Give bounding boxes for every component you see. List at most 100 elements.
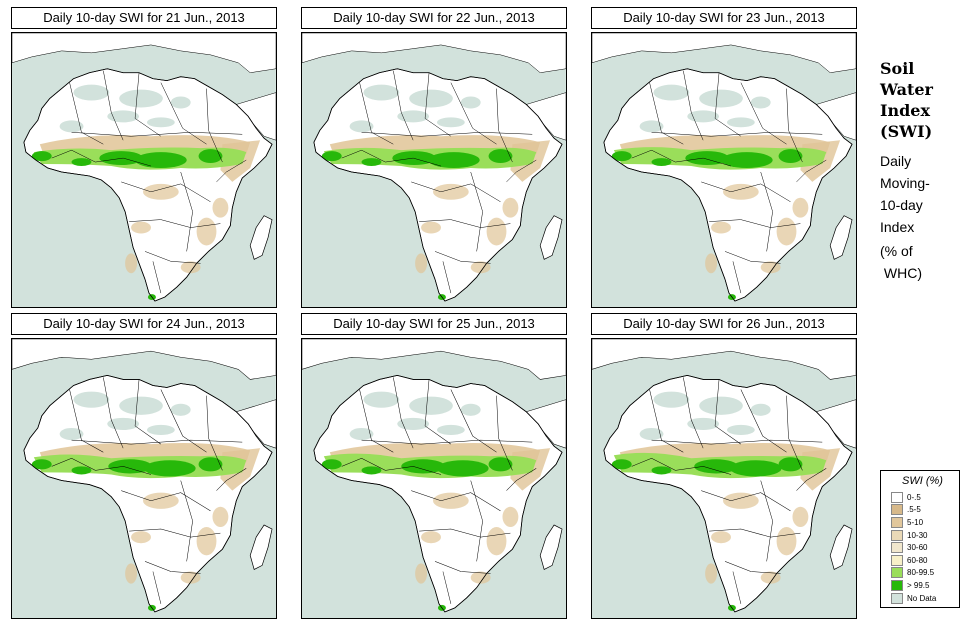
country-border: [103, 70, 124, 141]
madagascar-landmass: [829, 215, 853, 260]
nodata-patch: [436, 424, 465, 436]
country-border: [649, 389, 684, 453]
nodata-patch: [639, 120, 664, 133]
legend-item: 10-30: [891, 529, 954, 542]
legend-swatch: [891, 516, 903, 528]
wet-area: [778, 149, 803, 164]
coastline: [313, 374, 563, 613]
country-border: [701, 181, 791, 202]
legend-swatch: [891, 504, 903, 516]
wet-area: [31, 459, 52, 470]
country-border: [180, 480, 193, 562]
coastline: [23, 374, 273, 613]
country-border: [160, 389, 207, 453]
dry-patch: [196, 217, 217, 246]
country-border: [649, 82, 684, 145]
legend-label: > 99.5: [907, 580, 930, 590]
country-border: [359, 389, 394, 453]
country-border: [796, 159, 827, 183]
wet-area: [31, 151, 52, 162]
panel-title: Daily 10-day SWI for 25 Jun., 2013: [301, 313, 567, 335]
legend-item: 60-80: [891, 554, 954, 567]
nodata-patch: [73, 391, 110, 408]
wet-area: [651, 466, 672, 475]
nodata-patch: [409, 89, 453, 108]
dry-patch: [143, 492, 179, 509]
nodata-patch: [363, 84, 400, 101]
dry-patch: [125, 563, 138, 584]
nodata-patch: [687, 417, 720, 430]
country-border: [724, 561, 781, 574]
country-border: [69, 82, 104, 145]
dry-patch: [792, 197, 809, 218]
swi-map: [301, 32, 567, 308]
country-border: [144, 251, 201, 264]
wet-area: [99, 151, 144, 166]
legend-swatch: [891, 592, 903, 604]
country-border: [651, 132, 823, 137]
europe-landmass: [592, 339, 856, 380]
wet-area: [428, 152, 480, 169]
swi-legend: SWI (%) 0-.5 .5-5 5-10 10-30 30-60 60-80…: [880, 470, 960, 608]
nodata-patch: [363, 391, 400, 408]
country-border: [442, 261, 452, 294]
wet-area: [361, 158, 382, 167]
index-title-line: Water: [880, 80, 933, 99]
country-border: [51, 458, 152, 475]
country-border: [129, 528, 221, 538]
country-border: [450, 82, 497, 145]
legend-label: 80-99.5: [907, 568, 935, 578]
legend-item: 80-99.5: [891, 567, 954, 580]
country-border: [216, 159, 247, 183]
country-border: [683, 70, 704, 141]
country-border: [740, 82, 787, 145]
nodata-patch: [409, 396, 453, 415]
wet-area: [108, 459, 152, 474]
wet-area: [778, 457, 803, 472]
nodata-patch: [460, 96, 481, 109]
legend-swatch: [891, 554, 903, 566]
country-border: [419, 528, 511, 538]
index-title-line: Index: [880, 101, 931, 120]
map-canvas: [302, 339, 566, 618]
europe-landmass: [592, 33, 856, 73]
country-border: [683, 377, 704, 449]
madagascar-landmass: [249, 215, 273, 260]
index-description: Daily Moving- 10-day Index: [880, 150, 964, 238]
dry-patch: [711, 531, 731, 544]
dry-patch: [502, 197, 519, 218]
dry-patch: [196, 527, 217, 556]
nodata-patch: [170, 96, 191, 109]
country-border: [134, 379, 162, 445]
country-border: [144, 561, 201, 574]
legend-label: 30-60: [907, 543, 928, 553]
legend-swatch: [891, 579, 903, 591]
dry-patch: [792, 506, 809, 528]
swi-map: [301, 338, 567, 619]
wet-area: [488, 149, 513, 164]
legend-swatch: [891, 542, 903, 554]
legend-swatch: [891, 529, 903, 541]
nodata-patch: [436, 117, 465, 128]
europe-landmass: [302, 33, 566, 73]
nodata-patch: [349, 427, 374, 441]
map-canvas: [592, 339, 856, 618]
nodata-patch: [349, 120, 374, 133]
country-border: [701, 490, 791, 512]
dry-patch: [776, 527, 797, 556]
dry-patch: [433, 183, 469, 200]
wet-area: [71, 466, 92, 475]
country-border: [341, 149, 442, 167]
country-border: [424, 72, 452, 137]
nodata-patch: [687, 110, 720, 123]
legend-label: .5-5: [907, 505, 921, 515]
nodata-patch: [639, 427, 664, 441]
country-border: [760, 480, 773, 562]
country-border: [411, 181, 501, 202]
wet-area: [321, 459, 342, 470]
country-border: [651, 439, 823, 445]
country-border: [506, 159, 537, 183]
dry-patch: [776, 217, 797, 246]
dry-patch: [486, 217, 507, 246]
wet-area: [651, 158, 672, 167]
